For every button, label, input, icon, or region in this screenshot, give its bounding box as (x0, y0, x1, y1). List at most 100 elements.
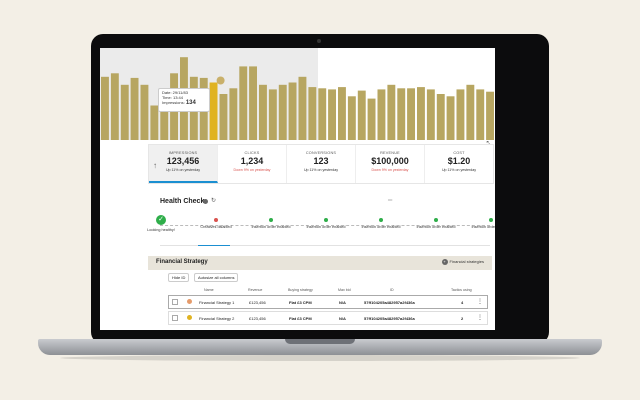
chart-bar[interactable] (101, 76, 109, 140)
refresh-icon[interactable]: ↻ (211, 198, 217, 204)
metric-cost[interactable]: COST $1.20 Up 11% on yesterday (425, 145, 493, 183)
row-maxbid: N/A (339, 316, 346, 321)
col-buying-strategy[interactable]: Buying strategy (288, 288, 313, 292)
chart-bar[interactable] (338, 87, 346, 140)
chart-bar[interactable] (219, 94, 228, 140)
kebab-menu-icon[interactable]: ⋮ (477, 315, 483, 321)
health-step-label: Insertion order enabled (251, 225, 291, 229)
chart-bar[interactable] (446, 96, 455, 140)
row-buying: Flat £3 CPM (289, 316, 312, 321)
row-name: Financial Strategy 1 (199, 300, 235, 305)
health-step[interactable]: ✓ Looking healthy! (136, 215, 186, 233)
metric-impressions[interactable]: ↑ IMPRESSIONS 123,456 Up 11% on yesterda… (149, 145, 218, 183)
kebab-menu-icon[interactable]: ⋮ (477, 299, 483, 305)
health-step-label: Looking healthy! (147, 228, 175, 232)
chart-bar[interactable] (436, 94, 445, 140)
laptop-base (38, 339, 602, 355)
chart-bar[interactable] (278, 84, 287, 140)
autosize-columns-button[interactable]: Autosize all columns (194, 273, 239, 282)
chart-bar[interactable] (268, 89, 277, 140)
status-dot (214, 218, 218, 222)
health-step[interactable]: Insertion order enabled (411, 218, 461, 230)
metric-delta: Down 9% on yesterday (371, 168, 409, 172)
status-dot (434, 218, 438, 222)
chart-bar[interactable] (328, 89, 336, 140)
chart-bar[interactable] (397, 88, 406, 140)
metric-label: IMPRESSIONS (168, 151, 198, 155)
info-icon[interactable] (203, 199, 208, 204)
chart-bar[interactable] (288, 82, 297, 141)
chart-bar[interactable] (407, 88, 415, 140)
metric-revenue[interactable]: REVENUE $100,000 Down 9% on yesterday (356, 145, 425, 183)
row-id: 57ff104205a482957a2f436a (364, 316, 415, 321)
chart-bar[interactable] (209, 82, 218, 141)
chart-bar[interactable] (476, 89, 485, 140)
health-step[interactable]: Insertion order enabled (466, 218, 495, 230)
chart-bar[interactable] (466, 84, 475, 140)
chart-bar[interactable] (140, 84, 149, 140)
chart-bar[interactable] (229, 88, 238, 140)
impressions-chart: Date: 29/11/83 Time: 13:44 Impressions: … (100, 48, 495, 140)
col-max-bid[interactable]: Max bid (338, 288, 351, 292)
table-header: Name Revenue Buying strategy Max bid ID … (168, 287, 488, 295)
chart-bar[interactable] (160, 91, 169, 140)
chart-bar[interactable] (377, 89, 386, 140)
plus-icon: + (441, 259, 448, 265)
health-step[interactable]: Insertion order enabled (246, 218, 296, 230)
row-checkbox[interactable] (172, 315, 178, 321)
metric-conversions[interactable]: CONVERSIONS 123 Up 11% on yesterday (287, 145, 356, 183)
row-name: Financial Strategy 2 (199, 316, 235, 321)
chart-bar[interactable] (298, 76, 307, 140)
chart-bar[interactable] (318, 88, 327, 140)
metric-value: 123,456 (166, 156, 200, 166)
health-progress-track (160, 245, 490, 246)
financial-strategies-button[interactable]: + Financial strategies (441, 259, 484, 265)
chart-bar[interactable] (150, 105, 159, 141)
table-row[interactable]: Financial Strategy 2 £123,456 Flat £3 CP… (168, 311, 488, 325)
chart-bar[interactable] (426, 89, 435, 140)
chart-tooltip: Date: 29/11/83 Time: 13:44 Impressions: … (158, 88, 210, 112)
chart-bar[interactable] (387, 84, 396, 140)
metric-clicks[interactable]: CLICKS 1,234 Down 9% on yesterday (218, 145, 287, 183)
metric-label: CONVERSIONS (305, 151, 337, 155)
chart-bar[interactable] (259, 84, 267, 140)
health-step[interactable]: Insertion order enabled (356, 218, 406, 230)
row-checkbox[interactable] (172, 299, 178, 305)
chart-bar[interactable] (456, 89, 465, 140)
chart-bar[interactable] (120, 84, 129, 140)
metric-label: COST (453, 151, 465, 155)
tooltip-date: Date: 29/11/83 (162, 90, 188, 95)
status-dot (489, 218, 493, 222)
metric-delta: Down 9% on yesterday (233, 168, 271, 172)
chart-bar[interactable] (347, 96, 356, 140)
metric-delta: Up 11% on yesterday (303, 168, 339, 172)
col-revenue[interactable]: Revenue (248, 288, 263, 292)
hide-id-button[interactable]: Hide ID (168, 273, 190, 282)
col-name[interactable]: Name (204, 288, 214, 292)
col-id[interactable]: ID (390, 288, 394, 292)
health-step-label: Insertion order enabled (306, 225, 346, 229)
chart-bar[interactable] (367, 98, 376, 140)
financial-strategy-panel: Financial Strategy + Financial strategies… (148, 256, 492, 330)
chart-bar[interactable] (110, 73, 119, 140)
row-tactics: 2 (461, 316, 464, 321)
col-tactics[interactable]: Tactics using (451, 288, 472, 292)
chart-bar[interactable] (486, 91, 494, 140)
chart-bar[interactable] (130, 77, 139, 140)
chart-bar[interactable] (239, 66, 248, 140)
drag-handle-icon[interactable]: ═ (388, 198, 393, 204)
chart-bar[interactable] (308, 87, 317, 140)
metric-value: $100,000 (371, 156, 409, 166)
tooltip-impressions-value: 134 (185, 100, 196, 106)
metric-value: $1.20 (447, 156, 471, 166)
chart-bar[interactable] (357, 90, 366, 140)
health-step[interactable]: Insertion order enabled (301, 218, 351, 230)
up-arrow-icon: ↑ (153, 161, 157, 170)
health-step[interactable]: Creatives disabled (191, 218, 241, 230)
metric-label: REVENUE (380, 151, 400, 155)
chart-bar[interactable] (417, 87, 425, 140)
chart-bar[interactable] (249, 66, 257, 140)
table-row[interactable]: Financial Strategy 1 £123,456 Flat £3 CP… (168, 295, 488, 309)
metrics-bar: ↑ IMPRESSIONS 123,456 Up 11% on yesterda… (148, 144, 494, 184)
health-step-label: Insertion order enabled (361, 225, 401, 229)
